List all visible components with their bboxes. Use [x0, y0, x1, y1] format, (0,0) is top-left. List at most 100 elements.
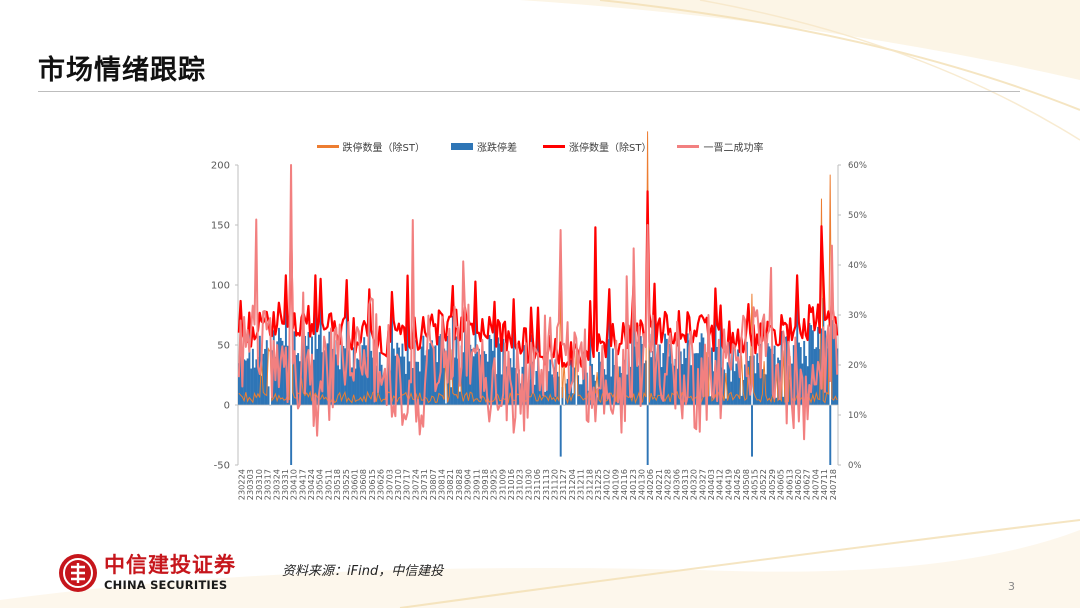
- diff-bar: [724, 398, 727, 405]
- legend-limit-up-swatch: [543, 144, 565, 148]
- diff-bar: [625, 374, 628, 405]
- diff-bar: [359, 367, 362, 405]
- diff-bar: [472, 356, 475, 405]
- diff-bar: [486, 361, 489, 405]
- x-tick-label: 230317: [263, 469, 273, 500]
- y-right-tick-label: 60%: [848, 161, 867, 171]
- x-tick-label: 231120: [550, 469, 560, 500]
- diff-bar: [371, 357, 374, 405]
- chart-legend: 跌停数量（除ST） 涨跌停差 涨停数量（除ST） 一晋二成功率: [190, 138, 890, 154]
- diff-bar: [497, 337, 500, 405]
- diff-bar: [512, 318, 515, 405]
- x-tick-label: 231023: [515, 469, 525, 500]
- diff-bar: [403, 356, 406, 405]
- diff-bar: [314, 302, 317, 405]
- diff-bar: [589, 322, 592, 405]
- diff-bar: [453, 357, 456, 405]
- legend-diff: 涨跌停差: [451, 138, 517, 154]
- diff-bar: [832, 333, 835, 405]
- x-tick-label: 230310: [254, 469, 264, 500]
- diff-bar: [549, 359, 552, 405]
- legend-diff-swatch: [451, 142, 473, 150]
- diff-bar: [551, 374, 553, 405]
- diff-bar: [438, 336, 440, 405]
- diff-bar: [297, 353, 300, 405]
- x-tick-label: 230731: [419, 469, 429, 500]
- diff-bar: [598, 351, 600, 405]
- diff-bar: [789, 379, 792, 405]
- diff-bar: [733, 371, 736, 405]
- diff-bar: [719, 320, 722, 405]
- diff-bar: [443, 348, 446, 405]
- x-tick-label: 230608: [358, 469, 368, 500]
- diff-bar: [796, 294, 799, 405]
- x-tick-label: 240109: [610, 469, 620, 500]
- diff-bar: [773, 345, 776, 405]
- diff-bar: [650, 357, 653, 405]
- y-left-tick-label: 150: [211, 221, 230, 232]
- diff-bar: [825, 348, 828, 405]
- x-tick-label: 240320: [689, 469, 699, 500]
- diff-bar: [698, 342, 701, 405]
- x-tick-label: 240306: [671, 469, 681, 500]
- diff-bar: [239, 323, 242, 405]
- diff-bar: [500, 374, 503, 405]
- x-tick-label: 240718: [828, 469, 838, 500]
- diff-bar: [462, 352, 465, 405]
- diff-bar: [636, 341, 639, 405]
- x-tick-label: 240426: [732, 469, 742, 500]
- x-tick-label: 240313: [680, 469, 690, 500]
- diff-bar: [606, 339, 609, 405]
- diff-bar: [829, 405, 832, 465]
- x-tick-label: 230904: [463, 469, 473, 500]
- diff-bar: [370, 350, 373, 405]
- diff-bar: [836, 348, 839, 405]
- diff-bar: [464, 327, 467, 405]
- diff-bar: [540, 380, 543, 405]
- diff-bar: [267, 386, 270, 405]
- y-right-tick-label: 30%: [848, 311, 867, 321]
- diff-bar: [770, 348, 773, 405]
- diff-bar: [337, 361, 340, 405]
- page-title: 市场情绪跟踪: [38, 55, 206, 86]
- diff-bar: [544, 391, 547, 405]
- china-securities-logo-icon: [59, 554, 97, 592]
- diff-bar: [655, 361, 658, 405]
- diff-bar: [264, 348, 267, 405]
- diff-bar: [570, 359, 573, 405]
- diff-bar: [481, 344, 484, 405]
- x-tick-label: 240627: [802, 469, 812, 500]
- diff-bar: [671, 363, 673, 405]
- diff-bar: [410, 369, 413, 405]
- diff-bar: [657, 345, 660, 405]
- x-tick-label: 230424: [306, 469, 316, 500]
- diff-bar: [662, 353, 665, 405]
- diff-bar: [318, 334, 320, 405]
- diff-bar: [471, 348, 473, 405]
- diff-bar: [798, 342, 800, 405]
- diff-bar: [660, 367, 663, 405]
- x-tick-label: 240711: [819, 469, 829, 500]
- diff-bar: [834, 336, 837, 405]
- x-tick-label: 230331: [280, 469, 290, 500]
- diff-bar: [535, 371, 538, 405]
- x-tick-label: 230703: [384, 469, 394, 500]
- x-tick-label: 231106: [532, 469, 542, 500]
- diff-bar: [608, 314, 611, 405]
- legend-limit-up: 涨停数量（除ST）: [543, 138, 651, 154]
- x-tick-label: 240620: [793, 469, 803, 500]
- x-tick-label: 231211: [576, 469, 586, 500]
- y-left-tick-label: -50: [214, 461, 230, 472]
- diff-bar: [676, 368, 679, 405]
- x-tick-label: 230807: [428, 469, 438, 500]
- diff-bar: [411, 367, 414, 405]
- diff-bar: [709, 396, 712, 405]
- diff-bar: [398, 347, 400, 405]
- diff-bar: [404, 373, 407, 405]
- diff-bar: [731, 348, 734, 405]
- diff-bar: [782, 396, 785, 405]
- diff-bar: [418, 371, 421, 405]
- diff-bar: [791, 363, 793, 405]
- x-tick-label: 240221: [654, 469, 664, 500]
- diff-bar: [351, 367, 353, 405]
